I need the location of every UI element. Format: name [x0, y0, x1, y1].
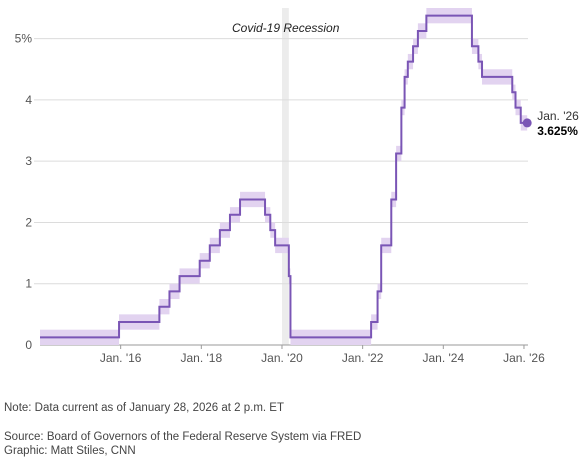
source-credit: Source: Board of Governors of the Federa…: [4, 431, 362, 443]
recession-label: Covid-19 Recession: [232, 21, 340, 35]
y-tick-label: 4: [25, 93, 32, 107]
x-tick-label: Jan. '16: [100, 351, 142, 365]
recession-shading: [281, 8, 289, 345]
end-date-label: Jan. '26: [537, 109, 579, 123]
end-value-label: 3.625%: [537, 124, 578, 138]
y-tick-label: 1: [25, 277, 32, 291]
graphic-credit: Graphic: Matt Stiles, CNN: [4, 445, 136, 457]
x-tick-label: Jan. '20: [261, 351, 303, 365]
rate-line-layer: [40, 14, 528, 339]
y-axis-ticks: 0 1 2 3 4 5%: [15, 32, 33, 352]
x-tick-label: Jan. '26: [503, 351, 545, 365]
fed-rate-chart: Jan. '16 Jan. '18 Jan. '20 Jan. '22 Jan. '24…: [15, 8, 579, 365]
gridlines: [34, 38, 528, 346]
x-tick-label: Jan. '18: [180, 351, 222, 365]
data-note: Note: Data current as of January 28, 202…: [4, 402, 284, 414]
x-tick-label: Jan. '24: [422, 351, 464, 365]
y-tick-label: 3: [25, 154, 32, 168]
y-tick-label: 2: [25, 215, 32, 229]
recession-shading-layer: [281, 8, 289, 345]
x-axis-ticks: Jan. '16 Jan. '18 Jan. '20 Jan. '22 Jan. '24…: [100, 345, 545, 365]
y-tick-label: 5%: [15, 32, 33, 46]
end-point-marker: [522, 118, 532, 128]
x-tick-label: Jan. '22: [342, 351, 384, 365]
y-tick-label: 0: [25, 338, 32, 352]
rate-step-line: [40, 14, 528, 339]
